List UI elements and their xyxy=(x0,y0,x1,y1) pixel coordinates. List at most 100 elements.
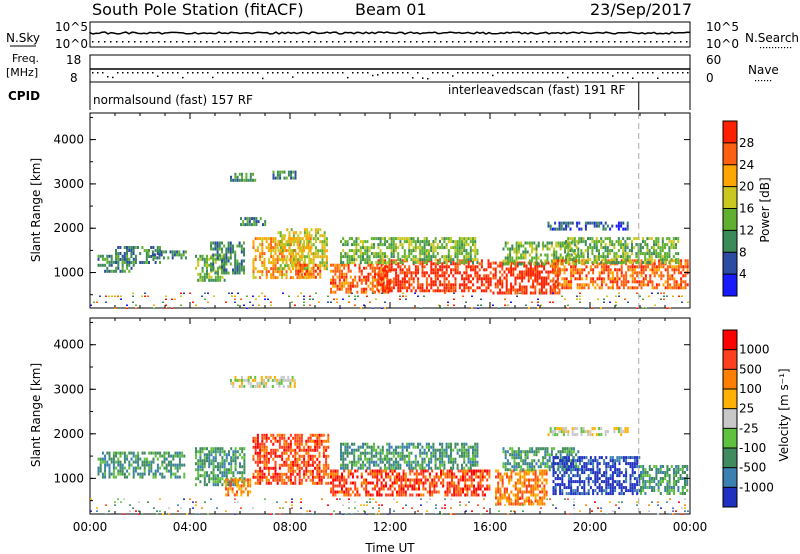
power-cell xyxy=(673,268,676,272)
velocity-cell xyxy=(396,472,398,476)
power-cell xyxy=(343,281,346,285)
power-cell xyxy=(447,286,450,290)
velocity-cell xyxy=(424,481,427,485)
power-cell xyxy=(546,259,549,263)
power-cell xyxy=(680,280,683,284)
velocity-cell xyxy=(314,442,317,446)
velocity-cell xyxy=(514,493,517,497)
velocity-cell xyxy=(503,490,506,494)
power-cell xyxy=(514,288,517,292)
velocity-cell xyxy=(349,472,352,476)
velocity-cell xyxy=(426,469,429,473)
velocity-cell xyxy=(261,442,264,446)
velocity-cell xyxy=(436,466,439,470)
power-cell xyxy=(503,276,506,280)
power-cell xyxy=(399,286,402,290)
power-cell xyxy=(476,258,479,262)
velocity-cell xyxy=(143,463,146,467)
power-cell xyxy=(270,252,273,256)
power-cell xyxy=(587,252,589,256)
power-cell xyxy=(456,258,459,262)
power-cell xyxy=(356,281,359,285)
power-cell xyxy=(240,244,243,248)
velocity-cell xyxy=(145,463,148,467)
power-cell xyxy=(672,237,675,241)
velocity-cell xyxy=(441,454,444,458)
power-cell xyxy=(199,272,202,276)
power-cell xyxy=(515,247,518,251)
power-cell xyxy=(570,280,573,284)
power-cell xyxy=(659,246,662,250)
power-cell xyxy=(447,240,450,244)
velocity-cell xyxy=(447,442,450,446)
power-cell xyxy=(364,246,367,250)
power-cell xyxy=(554,274,557,278)
power-cell xyxy=(534,273,537,277)
power-cell xyxy=(622,221,625,225)
power-cell xyxy=(319,228,322,232)
velocity-cell xyxy=(274,475,277,479)
power-cell xyxy=(593,258,596,262)
power-cell xyxy=(410,249,413,253)
velocity-cell xyxy=(195,453,197,457)
power-cell xyxy=(197,260,200,264)
power-cell xyxy=(178,250,181,254)
power-cell xyxy=(153,307,155,309)
power-cell xyxy=(609,261,611,265)
power-cell xyxy=(314,275,317,279)
velocity-cell xyxy=(243,468,246,472)
power-cell xyxy=(662,274,665,278)
velocity-cell xyxy=(101,472,104,476)
power-cell xyxy=(274,276,277,280)
power-cell xyxy=(301,263,304,267)
power-cell xyxy=(666,243,669,247)
power-cell xyxy=(465,265,468,269)
power-cell xyxy=(671,274,674,278)
power-cell xyxy=(334,284,337,288)
power-cell xyxy=(443,255,446,259)
velocity-cell xyxy=(307,457,310,461)
velocity-cell xyxy=(156,463,159,467)
power-cell xyxy=(341,287,343,291)
power-cell xyxy=(219,257,222,261)
power-cell xyxy=(414,255,417,259)
velocity-cell xyxy=(477,493,480,497)
power-cell xyxy=(259,252,262,256)
power-cell xyxy=(543,279,546,283)
power-cell xyxy=(550,262,553,266)
power-cell xyxy=(141,295,143,297)
velocity-cell xyxy=(379,454,382,458)
power-cell xyxy=(573,258,576,262)
power-cell xyxy=(536,267,539,271)
velocity-cell xyxy=(354,469,357,473)
velocity-cell xyxy=(342,466,345,470)
power-cell xyxy=(581,286,584,290)
power-cell xyxy=(349,290,352,294)
power-cell xyxy=(176,250,179,254)
power-cell xyxy=(284,243,287,247)
power-cell xyxy=(380,272,383,276)
power-cell xyxy=(344,243,347,247)
power-cell xyxy=(505,273,508,277)
power-cell xyxy=(312,237,315,241)
power-cell xyxy=(323,255,326,259)
velocity-cell xyxy=(283,433,286,437)
power-cell xyxy=(453,304,455,306)
power-cell xyxy=(600,259,603,263)
power-cell xyxy=(620,265,623,269)
velocity-cell xyxy=(223,450,226,454)
power-cell xyxy=(303,243,306,247)
velocity-cell xyxy=(163,451,166,455)
velocity-cell xyxy=(375,460,378,464)
power-cell xyxy=(379,237,382,241)
power-cell xyxy=(534,276,537,280)
power-cell xyxy=(410,277,413,281)
velocity-cell xyxy=(506,496,508,500)
velocity-cell xyxy=(347,475,350,479)
velocity-cell xyxy=(472,457,474,461)
velocity-cell xyxy=(364,451,367,455)
power-cell xyxy=(669,259,672,263)
power-cell xyxy=(584,240,587,244)
velocity-cell xyxy=(512,502,515,506)
power-cell xyxy=(644,265,647,269)
